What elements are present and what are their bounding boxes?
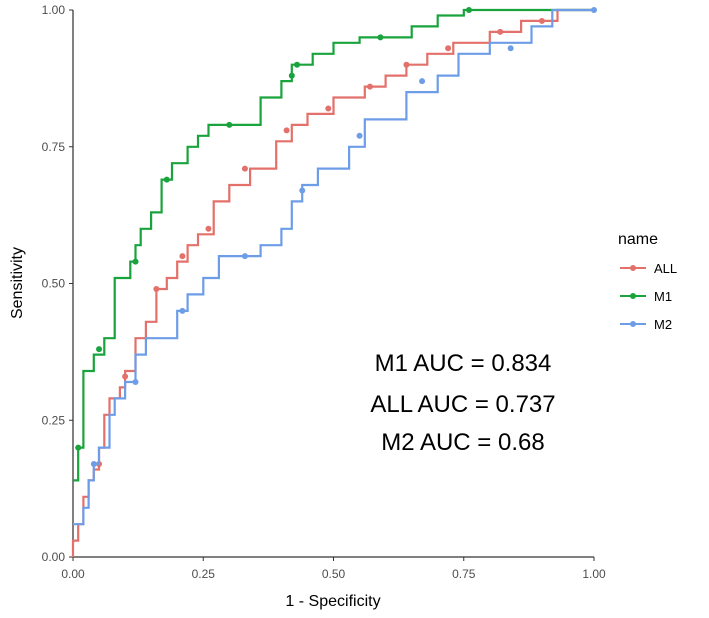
series-point-m1 — [75, 444, 82, 451]
series-point-all — [366, 83, 373, 90]
x-tick-label: 0.00 — [61, 567, 85, 581]
series-point-m2 — [591, 7, 597, 13]
legend-label-m1: M1 — [654, 289, 672, 304]
series-point-all — [179, 253, 186, 260]
legend-item-all: ALL — [620, 261, 677, 276]
series-point-all — [283, 127, 290, 134]
series-point-all — [122, 373, 129, 380]
series-line-m1 — [73, 8, 594, 482]
series-point-all — [497, 28, 504, 35]
series-point-all — [538, 17, 545, 24]
series-point-m2 — [90, 461, 97, 468]
series-point-m2 — [299, 187, 306, 194]
series-point-m1 — [163, 176, 170, 183]
series-point-m2 — [356, 132, 363, 139]
series-point-all — [445, 45, 452, 52]
y-tick-label: 0.50 — [42, 277, 66, 291]
x-axis-title: 1 - Specificity — [285, 593, 380, 610]
auc-annotation-m1: M1 AUC = 0.834 — [375, 350, 552, 377]
y-axis-ticks: 0.00 0.25 0.50 0.75 1.00 — [42, 3, 73, 564]
y-tick-label: 0.00 — [42, 550, 66, 564]
x-tick-label: 0.50 — [322, 567, 346, 581]
legend-marker-m2 — [630, 321, 636, 327]
series-point-m1 — [96, 346, 103, 353]
series-point-m2 — [179, 307, 186, 314]
series-point-all — [403, 61, 410, 68]
series-line-all — [71, 8, 594, 557]
series-point-m1 — [465, 7, 472, 13]
legend-title: name — [618, 231, 658, 248]
series-m1 — [73, 7, 594, 482]
series-point-m2 — [507, 45, 514, 52]
legend-label-m2: M2 — [654, 317, 672, 332]
series-layer — [71, 7, 597, 557]
series-m2 — [73, 7, 597, 526]
x-tick-label: 0.75 — [452, 567, 476, 581]
legend-marker-all — [630, 265, 636, 271]
axis-lines — [72, 10, 594, 558]
series-point-m1 — [377, 34, 384, 41]
legend-item-m1: M1 — [620, 289, 672, 304]
series-point-m1 — [226, 121, 233, 128]
series-point-all — [153, 285, 160, 292]
y-tick-label: 0.25 — [42, 413, 66, 427]
legend-label-all: ALL — [654, 261, 677, 276]
x-axis-ticks: 0.00 0.25 0.50 0.75 1.00 — [61, 557, 606, 581]
legend-marker-m1 — [630, 293, 636, 299]
series-point-all — [241, 165, 248, 172]
auc-annotation-m2: M2 AUC = 0.68 — [381, 429, 544, 456]
legend: name ALL M1 M2 — [618, 231, 677, 332]
series-line-m2 — [73, 8, 594, 526]
auc-annotation-all: ALL AUC = 0.737 — [370, 391, 555, 418]
y-tick-label: 0.75 — [42, 140, 66, 154]
series-point-m2 — [241, 253, 248, 260]
series-point-m1 — [288, 72, 295, 79]
legend-item-m2: M2 — [620, 317, 672, 332]
auc-annotations: M1 AUC = 0.834 ALL AUC = 0.737 M2 AUC = … — [370, 350, 555, 456]
series-point-m1 — [294, 61, 301, 68]
series-point-all — [325, 105, 332, 112]
series-all — [71, 8, 594, 557]
x-tick-label: 0.25 — [192, 567, 216, 581]
series-point-m1 — [132, 258, 139, 265]
y-axis-title: Sensitivity — [9, 247, 26, 319]
y-tick-label: 1.00 — [42, 3, 66, 17]
series-point-all — [205, 225, 212, 232]
series-point-m2 — [419, 78, 426, 85]
series-point-m2 — [132, 378, 139, 385]
x-tick-label: 1.00 — [582, 567, 606, 581]
